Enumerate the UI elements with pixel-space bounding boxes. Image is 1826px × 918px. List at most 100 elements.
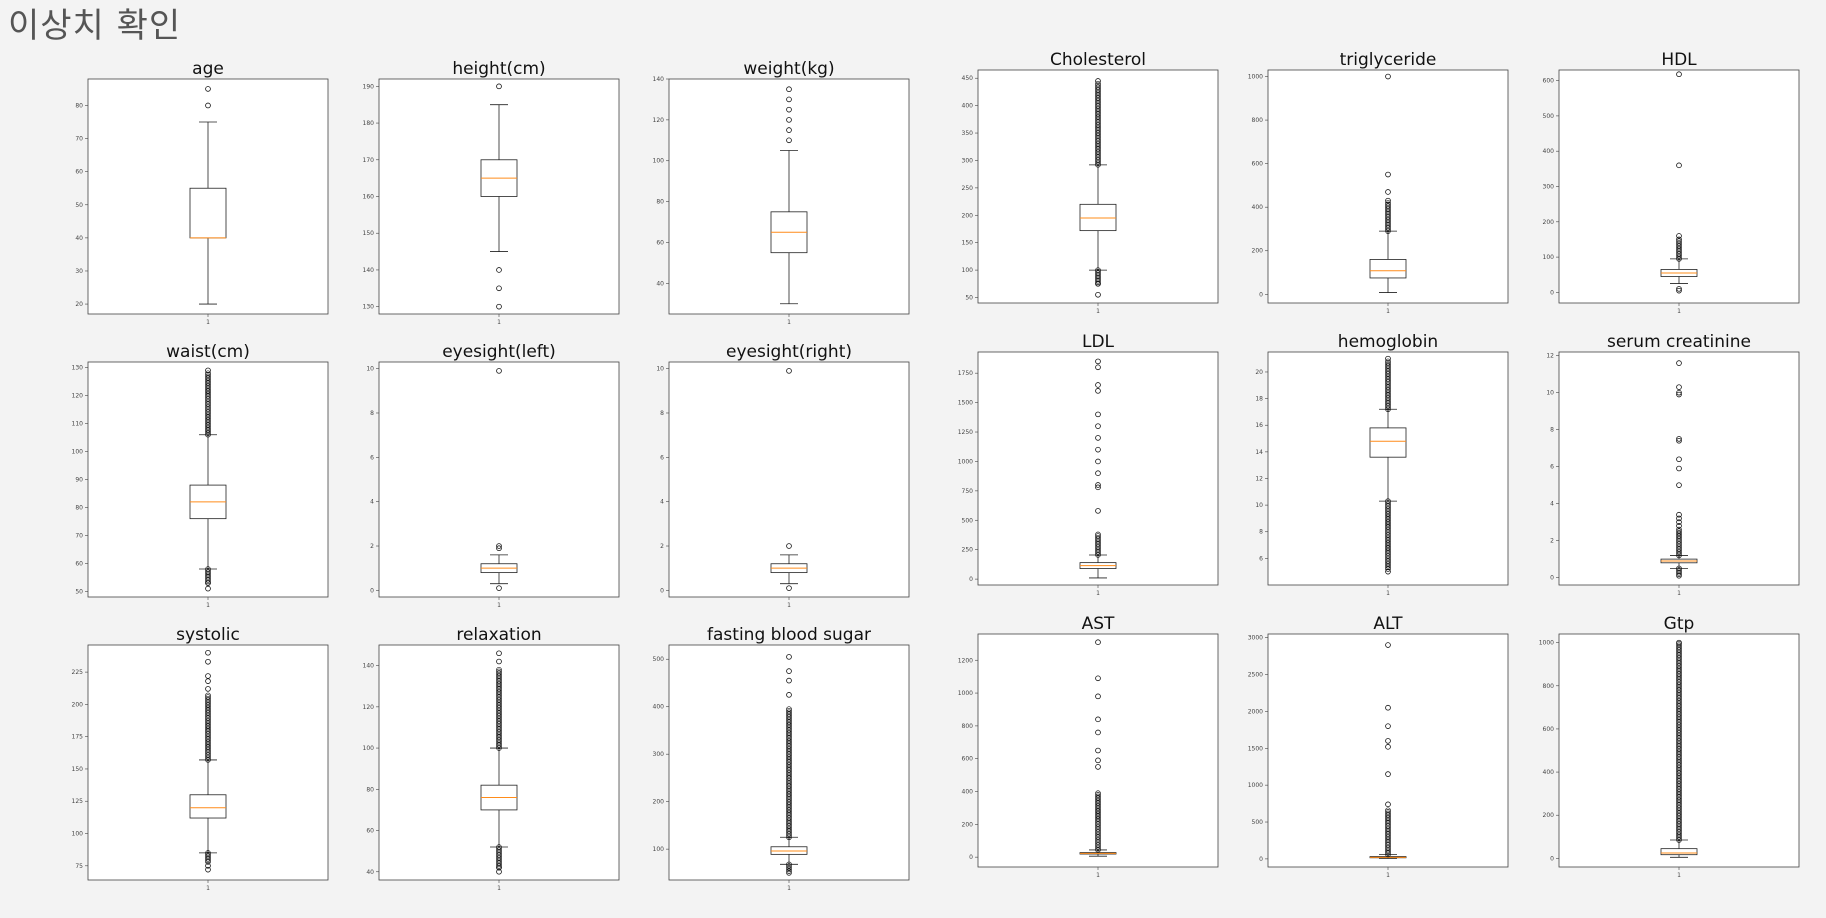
- y-tick-label: 0: [969, 576, 973, 583]
- boxplot-fasting-blood-sugar: fasting blood sugar 100 200 300 400 500 1: [639, 617, 919, 897]
- y-tick-label: 75: [75, 863, 83, 870]
- boxplot-svg: triglyceride 0 200 400 600 800 1000 1: [1248, 50, 1509, 315]
- plot-title: waist(cm): [166, 342, 250, 362]
- outlier-point: [1385, 200, 1391, 206]
- y-tick-label: 40: [75, 235, 83, 242]
- outlier-point: [1095, 470, 1101, 477]
- y-tick-label: 1000: [1539, 640, 1554, 647]
- y-tick-label: 175: [72, 734, 84, 741]
- y-tick-label: 400: [653, 704, 665, 711]
- y-tick-label: 70: [75, 136, 83, 143]
- y-tick-label: 10: [656, 366, 664, 373]
- y-tick-label: 80: [366, 786, 374, 793]
- y-tick-label: 40: [656, 280, 664, 287]
- plot-title: relaxation: [456, 625, 541, 645]
- y-tick-label: 6: [660, 454, 664, 461]
- y-tick-label: 120: [72, 393, 84, 400]
- boxplot-systolic: systolic 75 100 125 150 175 200 225 1: [58, 617, 338, 897]
- y-tick-label: 130: [363, 304, 375, 311]
- y-tick-label: 400: [1543, 769, 1555, 776]
- x-tick-label: 1: [206, 319, 210, 326]
- y-tick-label: 200: [962, 821, 974, 828]
- plot-title: eyesight(right): [726, 342, 852, 362]
- y-tick-label: 0: [1259, 291, 1263, 298]
- y-tick-label: 300: [1543, 184, 1555, 191]
- outlier-point: [1676, 389, 1682, 396]
- boxplot-svg: hemoglobin 6 8 10 12 14 16 18 20 1: [1255, 332, 1509, 597]
- y-tick-label: 0: [1550, 289, 1554, 296]
- outlier-point: [1676, 236, 1682, 243]
- outlier-point: [1385, 499, 1391, 506]
- x-tick-label: 1: [1386, 308, 1390, 315]
- outlier-point: [1095, 423, 1101, 429]
- outlier-point: [1095, 458, 1101, 465]
- outlier-point: [1385, 568, 1391, 575]
- boxplot-svg: weight(kg) 40 60 80 100 120 140 1: [653, 59, 910, 326]
- outlier-point: [1385, 361, 1391, 368]
- outlier-point: [1676, 437, 1682, 444]
- plot-frame: [1267, 633, 1509, 868]
- y-tick-label: 1750: [958, 370, 973, 377]
- y-tick-label: 8: [1259, 529, 1263, 536]
- boxplot-svg: ALT 0 500 1000 1500 2000 2500 3000 1: [1248, 614, 1509, 879]
- y-tick-label: 180: [363, 120, 375, 127]
- x-tick-label: 1: [206, 602, 210, 609]
- boxplot-svg: LDL 0 250 500 750 1000 1250 1500 1750 1: [958, 332, 1219, 597]
- outlier-point: [786, 543, 792, 549]
- outlier-point: [1676, 571, 1682, 578]
- y-tick-label: 50: [965, 295, 973, 302]
- y-tick-label: 500: [1543, 113, 1555, 120]
- y-tick-label: 100: [72, 831, 84, 838]
- outlier-point: [1676, 530, 1682, 536]
- y-tick-label: 200: [1543, 812, 1555, 819]
- boxplot-ast: AST 0 200 400 600 800 1000 1200 1: [948, 606, 1228, 884]
- boxplot-height-cm: height(cm) 130 140 150 160 170 180 190 1: [349, 51, 629, 331]
- outlier-point: [1385, 201, 1391, 208]
- outlier-point: [205, 695, 211, 702]
- outlier-point: [1385, 197, 1391, 204]
- plot-title: serum creatinine: [1607, 332, 1751, 352]
- plot-title: age: [192, 59, 224, 79]
- y-tick-label: 0: [1259, 856, 1263, 863]
- y-tick-label: 50: [75, 202, 83, 209]
- y-tick-label: 50: [75, 588, 83, 595]
- outlier-point: [1095, 291, 1101, 298]
- y-tick-label: 150: [962, 240, 974, 247]
- y-tick-label: 120: [653, 117, 665, 124]
- plot-title: triglyceride: [1340, 50, 1437, 70]
- boxplot-svg: systolic 75 100 125 150 175 200 225 1: [72, 625, 329, 892]
- y-tick-label: 800: [1543, 683, 1555, 690]
- outlier-point: [1676, 511, 1682, 518]
- outlier-point: [496, 868, 502, 875]
- outlier-point: [1676, 568, 1682, 575]
- iqr-box: [1079, 203, 1117, 232]
- outlier-point: [205, 373, 211, 380]
- outlier-point: [1095, 80, 1101, 87]
- outlier-point: [205, 580, 211, 586]
- y-tick-label: 6: [370, 454, 374, 461]
- outlier-point: [496, 585, 502, 591]
- outlier-point: [1385, 203, 1391, 209]
- boxplot-svg: HDL 0 100 200 300 400 500 600 1: [1543, 50, 1800, 315]
- y-tick-label: 600: [1543, 78, 1555, 85]
- y-tick-label: 100: [962, 267, 974, 274]
- y-tick-label: 60: [75, 560, 83, 567]
- boxplot-svg: age 20 30 40 50 60 70 80 1: [75, 59, 329, 326]
- x-tick-label: 1: [1677, 872, 1681, 879]
- y-tick-label: 2: [1550, 538, 1554, 545]
- outlier-point: [1095, 446, 1101, 453]
- outlier-point: [1676, 642, 1682, 649]
- y-tick-label: 20: [75, 301, 83, 308]
- outlier-point: [786, 863, 792, 869]
- outlier-point: [1095, 675, 1101, 682]
- outlier-point: [1676, 528, 1682, 534]
- y-tick-label: 60: [366, 828, 374, 835]
- boxplot-svg: fasting blood sugar 100 200 300 400 500 1: [653, 625, 910, 892]
- boxplot-cholesterol: Cholesterol 50 100 150 200 250 300 350 400 450 1: [948, 42, 1228, 320]
- outlier-point: [496, 545, 502, 552]
- y-tick-label: 0: [660, 587, 664, 594]
- outlier-point: [1095, 382, 1101, 388]
- y-tick-label: 1000: [958, 458, 973, 465]
- y-tick-label: 10: [366, 366, 374, 373]
- y-tick-label: 350: [962, 130, 974, 137]
